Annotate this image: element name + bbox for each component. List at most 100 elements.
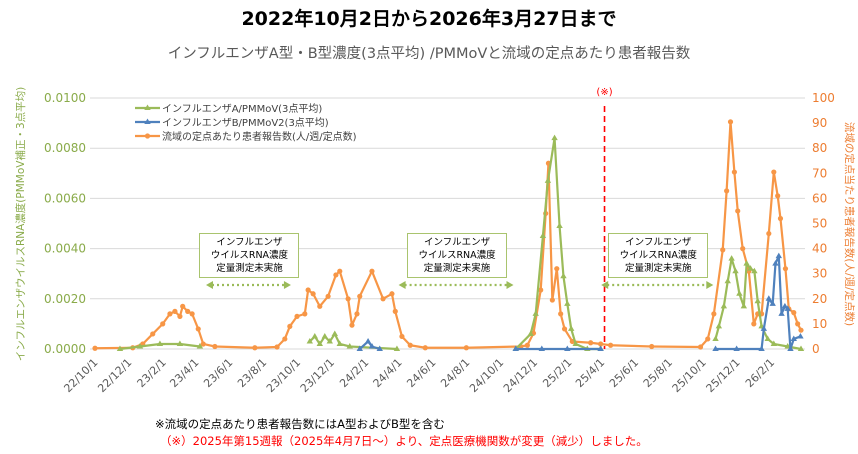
data-point-reports [305, 287, 311, 293]
data-point-flu-b [769, 300, 776, 306]
data-point-reports [798, 327, 804, 333]
data-point-flu-b [364, 337, 372, 344]
data-point-flu-a [715, 322, 723, 329]
legend-label: 流域の定点あたり患者報告数(人/週/定点数) [162, 130, 357, 143]
data-point-flu-a [736, 290, 743, 296]
data-point-flu-b [368, 342, 376, 349]
not-measured-annotation: インフルエンザ ウイルスRNA濃度 定量測定未実施 [608, 233, 709, 278]
data-point-flu-a [393, 345, 401, 351]
annotation-line: インフルエンザ [216, 237, 283, 248]
x-tick-label: 25/4/1 [573, 356, 607, 390]
annotation-line: ウイルスRNA濃度 [619, 250, 697, 261]
x-tick-label: 24/2/1 [337, 356, 371, 390]
data-point-flu-a [196, 342, 204, 349]
data-point-flu-a [316, 340, 323, 346]
data-point-flu-a [116, 345, 124, 351]
data-point-flu-a [532, 310, 539, 316]
data-point-reports [172, 308, 178, 314]
data-point-flu-b [778, 310, 785, 316]
legend-marker [144, 133, 151, 139]
data-point-flu-a [321, 332, 328, 339]
data-point-reports [167, 311, 173, 317]
data-point-flu-b [538, 345, 546, 351]
data-point-reports [649, 343, 655, 350]
x-tick-label: 25/10/1 [670, 356, 709, 395]
x-tick-label: 22/12/1 [95, 356, 134, 395]
not-measured-annotation: インフルエンザ ウイルスRNA濃度 定量測定未実施 [199, 233, 300, 278]
legend-label: インフルエンザB/PMMoV2(3点平均) [162, 117, 329, 129]
data-point-reports [160, 321, 166, 327]
data-point-reports [554, 266, 560, 272]
data-point-flu-b [765, 295, 773, 301]
arrow-right-icon [283, 281, 291, 289]
data-point-reports [407, 342, 413, 348]
x-tick-label: 25/2/1 [540, 356, 574, 390]
data-point-reports [369, 268, 375, 274]
data-point-flu-b [797, 332, 804, 339]
data-point-reports [705, 336, 711, 342]
x-tick-label: 23/10/1 [264, 356, 303, 395]
y2-tick-label: 80 [812, 141, 827, 155]
y2-tick-label: 10 [812, 317, 827, 331]
data-point-flu-a [544, 177, 552, 183]
series-line-1 [715, 255, 801, 351]
data-point-reports [274, 344, 280, 350]
x-tick-label: 23/12/1 [298, 356, 337, 395]
data-point-flu-a [336, 340, 343, 346]
x-tick-label: 25/6/1 [607, 356, 641, 390]
data-point-reports [740, 246, 746, 252]
data-point-flu-b [376, 345, 383, 351]
annotation-line: インフルエンザ [423, 237, 491, 248]
data-point-reports [389, 291, 395, 297]
data-point-flu-a [747, 265, 754, 271]
y2-tick-label: 90 [812, 116, 827, 130]
y2-tick-label: 50 [812, 217, 827, 231]
y-tick-label: 0.0020 [44, 292, 86, 306]
data-point-reports [349, 322, 355, 328]
x-tick-label: 24/6/1 [404, 356, 438, 390]
arrow-left-icon [206, 281, 214, 289]
data-point-flu-a [560, 272, 567, 279]
data-point-reports [771, 169, 777, 175]
data-point-flu-a [732, 267, 739, 274]
data-point-flu-a [751, 267, 758, 274]
data-point-flu-b [772, 260, 779, 266]
data-point-flu-a [754, 297, 761, 304]
y-tick-label: 0.0040 [44, 242, 86, 256]
data-point-reports [180, 303, 186, 309]
data-point-reports [282, 336, 288, 342]
data-point-reports [766, 230, 772, 237]
x-tick-label: 25/12/1 [704, 356, 743, 395]
data-point-reports [252, 345, 258, 351]
data-point-reports [720, 247, 726, 253]
data-point-reports [731, 169, 737, 175]
data-point-reports [711, 311, 717, 317]
data-point-reports [287, 323, 293, 330]
data-point-flu-a [724, 277, 731, 284]
data-point-reports [317, 303, 323, 309]
data-point-reports [189, 311, 195, 317]
data-point-flu-a [740, 302, 748, 309]
data-point-reports [354, 311, 360, 317]
data-point-reports [150, 331, 156, 337]
data-point-flu-b [775, 252, 782, 259]
data-point-flu-a [539, 232, 547, 239]
x-tick-label: 23/2/1 [135, 356, 169, 390]
data-point-flu-a [556, 222, 563, 229]
data-point-flu-a [156, 340, 164, 346]
data-point-reports [697, 344, 704, 350]
data-point-flu-a [712, 335, 719, 341]
data-point-reports [775, 193, 781, 199]
x-tick-label: 24/10/1 [467, 356, 506, 395]
data-point-flu-a [797, 345, 805, 351]
data-point-flu-a [346, 342, 353, 349]
data-point-reports [200, 341, 206, 347]
data-point-flu-a [326, 337, 333, 344]
data-point-flu-a [770, 340, 778, 346]
data-point-reports [727, 119, 734, 125]
data-point-reports [357, 293, 363, 299]
x-tick-label: 24/4/1 [370, 356, 404, 390]
data-point-flu-a [568, 325, 575, 331]
y2-tick-label: 100 [812, 91, 835, 105]
